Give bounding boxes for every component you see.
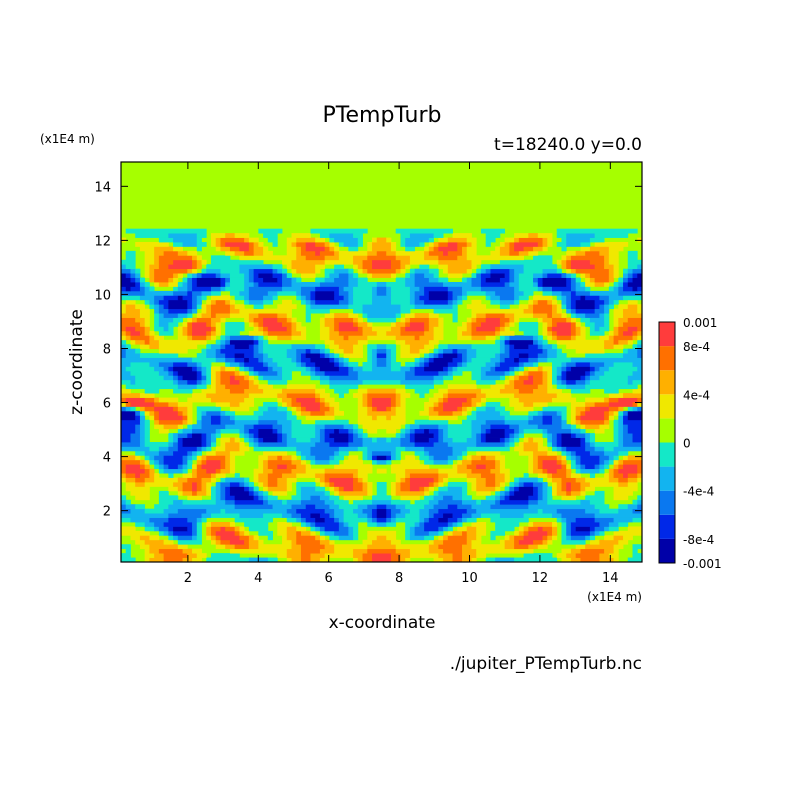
colorbar-tick-label: -0.001 <box>683 557 722 571</box>
colorbar-segment <box>659 538 675 563</box>
y-tick-label: 4 <box>103 451 111 466</box>
x-tick-label: 6 <box>325 571 333 586</box>
colorbar: 0.001 8e-4 4e-4 0 -4e-4 -8e-4 -0.001 <box>658 316 722 571</box>
chart-subtitle: t=18240.0 y=0.0 <box>494 135 642 155</box>
colorbar-segment <box>659 322 675 347</box>
x-tick-label: 4 <box>254 571 262 586</box>
x-tick-label: 12 <box>532 571 549 586</box>
colorbar-tick-label: -4e-4 <box>683 485 714 499</box>
chart-title: PTempTurb <box>323 103 442 128</box>
colorbar-segment <box>659 490 675 515</box>
colorbar-segment <box>659 346 675 371</box>
y-tick-label: 8 <box>103 342 111 357</box>
y-unit-label: (x1E4 m) <box>40 132 95 146</box>
y-axis: 2 4 6 8 10 12 14 <box>94 180 642 520</box>
y-tick-label: 10 <box>94 288 111 303</box>
y-tick-label: 12 <box>94 234 111 249</box>
colorbar-tick-label: 8e-4 <box>683 340 710 354</box>
x-axis: 2 4 6 8 10 12 14 <box>184 162 619 586</box>
plot-frame <box>120 161 643 563</box>
colorbar-segment <box>659 418 675 443</box>
x-tick-label: 10 <box>461 571 478 586</box>
x-unit-label: (x1E4 m) <box>587 590 642 604</box>
colorbar-frame <box>658 321 676 564</box>
x-tick-label: 2 <box>184 571 192 586</box>
y-tick-label: 6 <box>103 397 111 412</box>
source-filename: ./jupiter_PTempTurb.nc <box>450 654 642 674</box>
colorbar-segment <box>659 370 675 395</box>
y-tick-label: 2 <box>103 505 111 520</box>
colorbar-tick-label: 4e-4 <box>683 388 710 402</box>
colorbar-segment <box>659 514 675 539</box>
x-axis-label: x-coordinate <box>329 613 436 633</box>
colorbar-tick-label: 0.001 <box>683 316 717 330</box>
y-axis-label: z-coordinate <box>67 309 87 415</box>
y-tick-label: 14 <box>94 180 111 195</box>
colorbar-tick-label: 0 <box>683 437 691 451</box>
field-image <box>121 162 642 562</box>
colorbar-tick-label: -8e-4 <box>683 533 714 547</box>
x-tick-label: 8 <box>395 571 403 586</box>
colorbar-segment <box>659 394 675 419</box>
colorbar-segment <box>659 466 675 491</box>
x-tick-label: 14 <box>602 571 619 586</box>
colorbar-segment <box>659 442 675 467</box>
